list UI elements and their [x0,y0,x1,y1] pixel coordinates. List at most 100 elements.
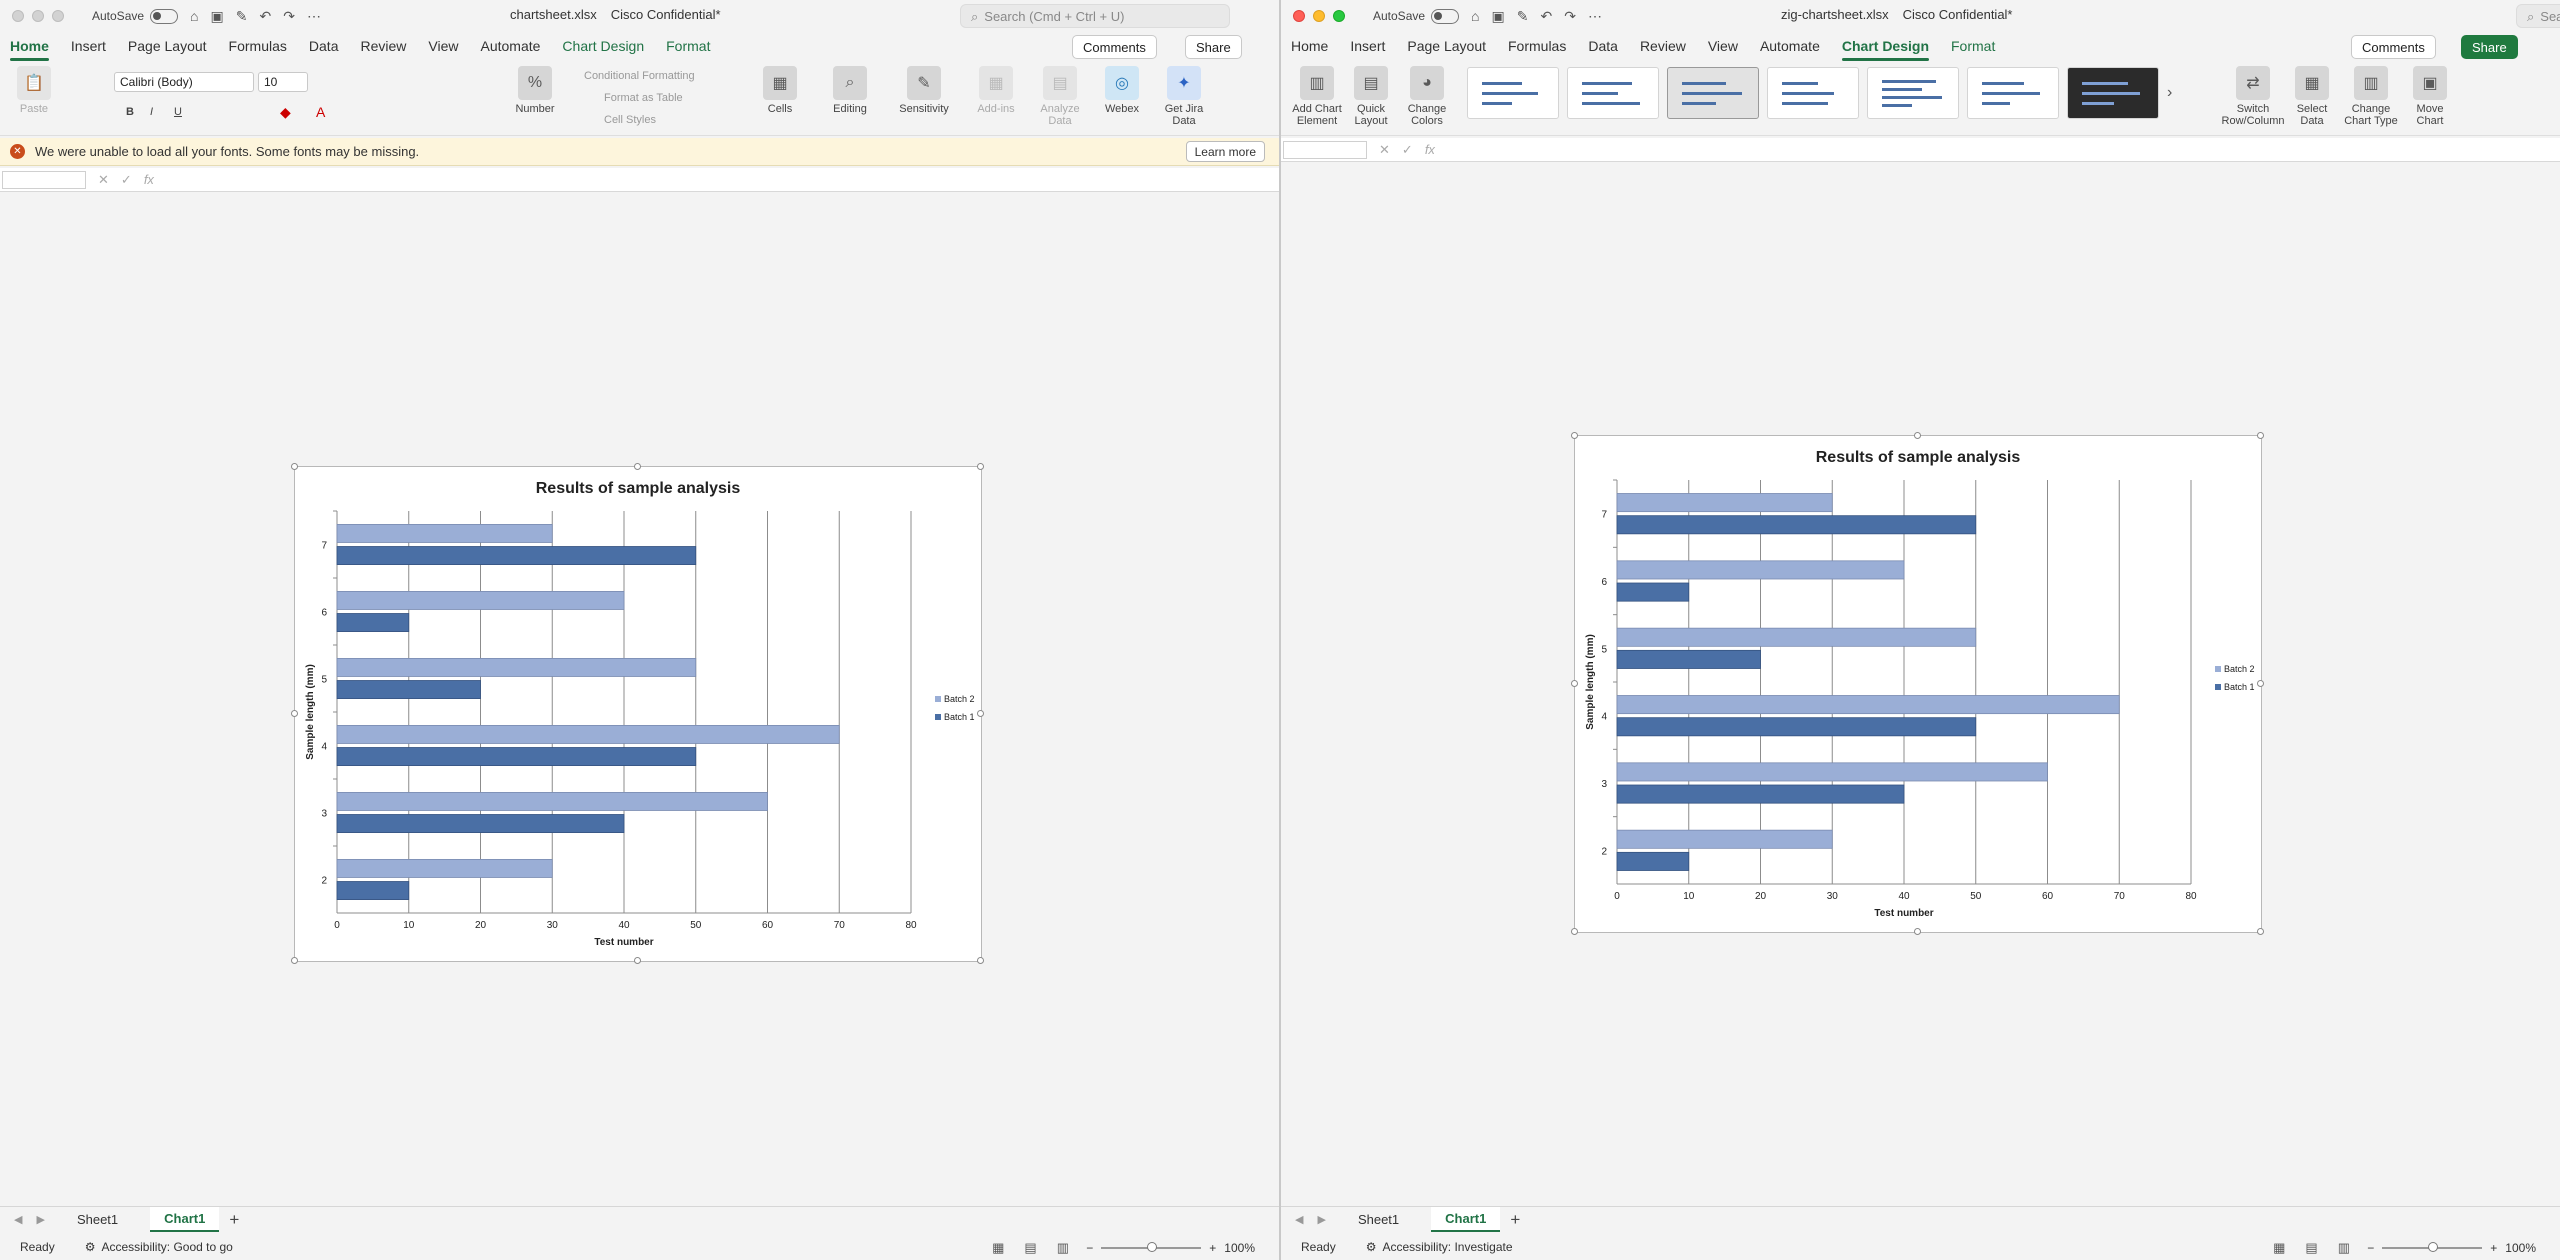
move-chart-button[interactable]: ▣ Move Chart [2407,66,2453,127]
next-sheet-icon[interactable]: ▶ [36,1214,45,1226]
share-button[interactable]: Share [2461,35,2518,59]
cell-styles-button[interactable]: Cell Styles [604,114,656,126]
zoom-window-button[interactable] [1333,10,1345,22]
resize-handle[interactable] [2257,680,2264,687]
font-size-select[interactable]: 10 [258,72,308,92]
sensitivity-button[interactable]: ✎ Sensitivity [896,66,952,115]
resize-handle[interactable] [1571,432,1578,439]
accessibility-status[interactable]: ⚙ Accessibility: Investigate [1366,1240,1513,1254]
prev-sheet-icon[interactable]: ◀ [1295,1214,1304,1226]
zoom-level[interactable]: 100% [1224,1241,1255,1255]
chart-area[interactable]: Results of sample analysis 0 10 20 30 40 50 60 7… [1571,432,2264,935]
format-as-table-button[interactable]: Format as Table [604,92,683,104]
redo-icon[interactable]: ↷ [283,7,295,24]
comments-button[interactable]: Comments [2351,35,2436,59]
change-colors-button[interactable]: ◕ Change Colors [1401,66,1453,127]
select-data-button[interactable]: ▦ Select Data [2289,66,2335,127]
undo-icon[interactable]: ↶ [259,7,272,24]
cells-button[interactable]: ▦ Cells [760,66,800,115]
page-break-view-icon[interactable]: ▥ [2337,1240,2350,1255]
resize-handle[interactable] [291,957,298,964]
home-icon[interactable]: ⌂ [190,7,199,24]
tab-formulas[interactable]: Formulas [228,37,287,54]
tab-formulas[interactable]: Formulas [1508,37,1567,54]
tab-review[interactable]: Review [1639,37,1686,54]
minimize-window-button[interactable] [1313,10,1325,22]
tab-format[interactable]: Format [666,37,711,54]
add-sheet-button[interactable]: + [229,1209,240,1229]
dismiss-warning-icon[interactable]: ✕ [10,144,25,159]
edit-icon[interactable]: ✎ [1516,7,1529,24]
zoom-slider-knob[interactable] [1147,1242,1158,1252]
font-name-select[interactable]: Calibri (Body) [114,72,254,92]
fx-label[interactable]: fx [143,172,154,187]
sheet-tab-sheet1[interactable]: Sheet1 [76,1212,119,1227]
search-box[interactable]: ⌕ Search (Cmd + Ctrl + U) [960,4,1230,28]
resize-handle[interactable] [977,957,984,964]
next-sheet-icon[interactable]: ▶ [1317,1214,1326,1226]
webex-button[interactable]: ◎ Webex [1100,66,1144,115]
analyze-data-button[interactable]: ▤ Analyze Data [1036,66,1084,127]
fx-label[interactable]: fx [1424,142,1435,157]
change-chart-type-button[interactable]: ▥ Change Chart Type [2339,66,2403,127]
tab-automate[interactable]: Automate [480,37,541,54]
get-jira-data-button[interactable]: ✦ Get Jira Data [1158,66,1210,127]
resize-handle[interactable] [1571,680,1578,687]
minimize-window-button[interactable] [32,10,44,22]
fill-color-icon[interactable]: ◆ [280,104,291,120]
chart-style-5[interactable] [1867,67,1959,119]
tab-insert[interactable]: Insert [1350,37,1386,54]
conditional-formatting-button[interactable]: Conditional Formatting [584,70,695,82]
resize-handle[interactable] [1571,928,1578,935]
zoom-slider[interactable] [1101,1242,1202,1252]
chart-style-1[interactable] [1467,67,1559,119]
paste-button[interactable]: 📋 Paste [14,66,54,115]
sensitivity-label[interactable]: Cisco Confidential* [1902,7,2013,22]
normal-view-icon[interactable]: ▦ [992,1240,1005,1255]
tab-data[interactable]: Data [308,37,339,54]
page-break-view-icon[interactable]: ▥ [1056,1240,1069,1255]
underline-button[interactable]: U [174,106,182,118]
zoom-in-icon[interactable]: + [1209,1241,1217,1255]
autosave-toggle[interactable] [1431,8,1460,24]
zoom-slider[interactable] [2382,1242,2483,1252]
more-icon[interactable]: ⋯ [306,7,321,24]
tab-format[interactable]: Format [1951,37,1996,54]
bold-button[interactable]: B [126,106,134,118]
chart-style-3[interactable] [1667,67,1759,119]
zoom-slider-knob[interactable] [2428,1242,2439,1252]
cancel-icon[interactable]: ✕ [1379,141,1390,157]
editing-button[interactable]: ⌕ Editing [828,66,872,115]
sensitivity-label[interactable]: Cisco Confidential* [610,7,721,22]
tab-page-layout[interactable]: Page Layout [1407,37,1486,54]
page-layout-view-icon[interactable]: ▤ [2305,1240,2318,1255]
tab-view[interactable]: View [428,37,459,54]
sheet-tab-sheet1[interactable]: Sheet1 [1357,1212,1400,1227]
tab-review[interactable]: Review [360,37,407,54]
tab-insert[interactable]: Insert [70,37,106,54]
tab-chart-design[interactable]: Chart Design [562,37,645,54]
autosave-toggle[interactable] [150,8,179,24]
tab-view[interactable]: View [1707,37,1738,54]
add-sheet-button[interactable]: + [1510,1209,1521,1229]
close-window-button[interactable] [12,10,24,22]
number-format-button[interactable]: % Number [510,66,560,115]
zoom-out-icon[interactable]: − [2367,1241,2375,1255]
chart-style-7[interactable] [2067,67,2159,119]
enter-icon[interactable]: ✓ [1401,141,1413,157]
resize-handle[interactable] [977,710,984,717]
gallery-next-icon[interactable]: › [2167,84,2173,101]
chart-style-6[interactable] [1967,67,2059,119]
zoom-out-icon[interactable]: − [1086,1241,1094,1255]
resize-handle[interactable] [634,957,641,964]
resize-handle[interactable] [1914,928,1921,935]
zoom-window-button[interactable] [52,10,64,22]
resize-handle[interactable] [634,463,641,470]
zoom-in-icon[interactable]: + [2490,1241,2498,1255]
add-ins-button[interactable]: ▦ Add-ins [974,66,1018,115]
tab-chart-design[interactable]: Chart Design [1841,38,1930,61]
page-layout-view-icon[interactable]: ▤ [1024,1240,1037,1255]
resize-handle[interactable] [2257,432,2264,439]
resize-handle[interactable] [291,710,298,717]
chart-style-2[interactable] [1567,67,1659,119]
